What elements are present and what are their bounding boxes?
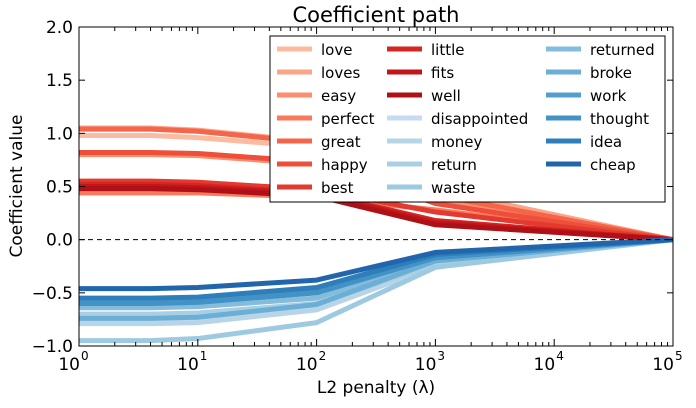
y-tick-label: −0.5 xyxy=(32,284,73,304)
x-tick-labels: 10 0 10 1 10 2 10 3 10 4 10 5 xyxy=(58,349,682,375)
legend-item-great: great xyxy=(277,133,361,151)
legend-item-happy: happy xyxy=(277,156,368,174)
legend-label: easy xyxy=(321,87,356,105)
x-tick-exponent: 1 xyxy=(200,349,208,363)
x-tick-exponent: 2 xyxy=(319,349,327,363)
legend-label: idea xyxy=(590,133,622,151)
legend: love loves easy perfect great happy best little… xyxy=(269,35,666,203)
legend-item-returned: returned xyxy=(546,41,655,59)
series-line-return xyxy=(79,237,674,317)
x-tick-label: 10 4 xyxy=(534,349,564,375)
y-tick-label: 0.0 xyxy=(46,231,73,251)
legend-label: perfect xyxy=(321,110,375,128)
legend-label: well xyxy=(431,87,461,105)
x-tick-label: 10 3 xyxy=(415,349,445,375)
series-line-happy xyxy=(79,149,674,243)
legend-label: cheap xyxy=(590,156,636,174)
y-tick-label: 0.5 xyxy=(46,178,73,198)
series-line-broke xyxy=(79,237,674,321)
x-tick-base: 10 xyxy=(534,355,556,375)
x-tick-label: 10 2 xyxy=(296,349,326,375)
legend-item-thought: thought xyxy=(546,110,649,128)
x-tick-base: 10 xyxy=(177,355,199,375)
legend-item-little: little xyxy=(387,41,465,59)
legend-item-waste: waste xyxy=(387,179,475,197)
y-tick-labels: −1.0 −0.5 0.0 0.5 1.0 1.5 2.0 xyxy=(32,18,73,357)
series-line-thought xyxy=(79,237,674,306)
x-tick-exponent: 4 xyxy=(556,349,564,363)
legend-label: thought xyxy=(590,110,649,128)
legend-item-fits: fits xyxy=(387,64,454,82)
legend-item-cheap: cheap xyxy=(546,156,636,174)
legend-label: returned xyxy=(590,41,655,59)
series-line-waste xyxy=(79,237,674,344)
legend-label: return xyxy=(431,156,477,174)
x-axis-label: L2 penalty (λ) xyxy=(317,378,435,398)
x-tick-label: 10 5 xyxy=(652,349,682,375)
legend-label: best xyxy=(321,179,354,197)
y-tick-label: 1.0 xyxy=(46,124,73,144)
legend-frame xyxy=(269,35,666,203)
x-tick-exponent: 3 xyxy=(437,349,445,363)
legend-item-work: work xyxy=(546,87,627,105)
y-tick-label: −1.0 xyxy=(32,337,73,357)
x-tick-label: 10 0 xyxy=(58,349,88,375)
legend-label: disappointed xyxy=(431,110,528,128)
legend-item-easy: easy xyxy=(277,87,356,105)
legend-label: loves xyxy=(321,64,360,82)
x-tick-base: 10 xyxy=(415,355,437,375)
plot-frame xyxy=(78,26,674,347)
x-tick-base: 10 xyxy=(296,355,318,375)
legend-label: waste xyxy=(431,179,475,197)
y-tick-label: 2.0 xyxy=(46,18,73,38)
legend-label: fits xyxy=(431,64,454,82)
legend-item-perfect: perfect xyxy=(277,110,375,128)
x-tick-exponent: 0 xyxy=(81,349,89,363)
legend-item-loves: loves xyxy=(277,64,360,82)
legend-item-disappointed: disappointed xyxy=(387,110,528,128)
legend-label: money xyxy=(431,133,483,151)
legend-item-love: love xyxy=(277,41,352,59)
x-tick-label: 10 1 xyxy=(177,349,207,375)
legend-item-broke: broke xyxy=(546,64,632,82)
legend-item-money: money xyxy=(387,133,483,151)
x-tick-exponent: 5 xyxy=(675,349,683,363)
legend-item-return: return xyxy=(387,156,477,174)
legend-item-idea: idea xyxy=(546,133,622,151)
x-tick-base: 10 xyxy=(58,355,80,375)
series-lines xyxy=(79,125,674,344)
series-line-best xyxy=(79,178,674,243)
legend-item-well: well xyxy=(387,87,461,105)
x-tick-base: 10 xyxy=(652,355,674,375)
legend-label: happy xyxy=(321,156,368,174)
chart-title: Coefficient path xyxy=(293,3,460,27)
legend-item-best: best xyxy=(277,179,354,197)
legend-label: work xyxy=(590,87,627,105)
series-line-cheap xyxy=(79,237,674,292)
legend-label: broke xyxy=(590,64,632,82)
y-tick-label: 1.5 xyxy=(46,71,73,91)
legend-label: little xyxy=(431,41,465,59)
y-axis-label: Coefficient value xyxy=(7,115,27,258)
legend-label: love xyxy=(321,41,352,59)
series-line-well xyxy=(79,186,674,243)
legend-label: great xyxy=(321,133,361,151)
